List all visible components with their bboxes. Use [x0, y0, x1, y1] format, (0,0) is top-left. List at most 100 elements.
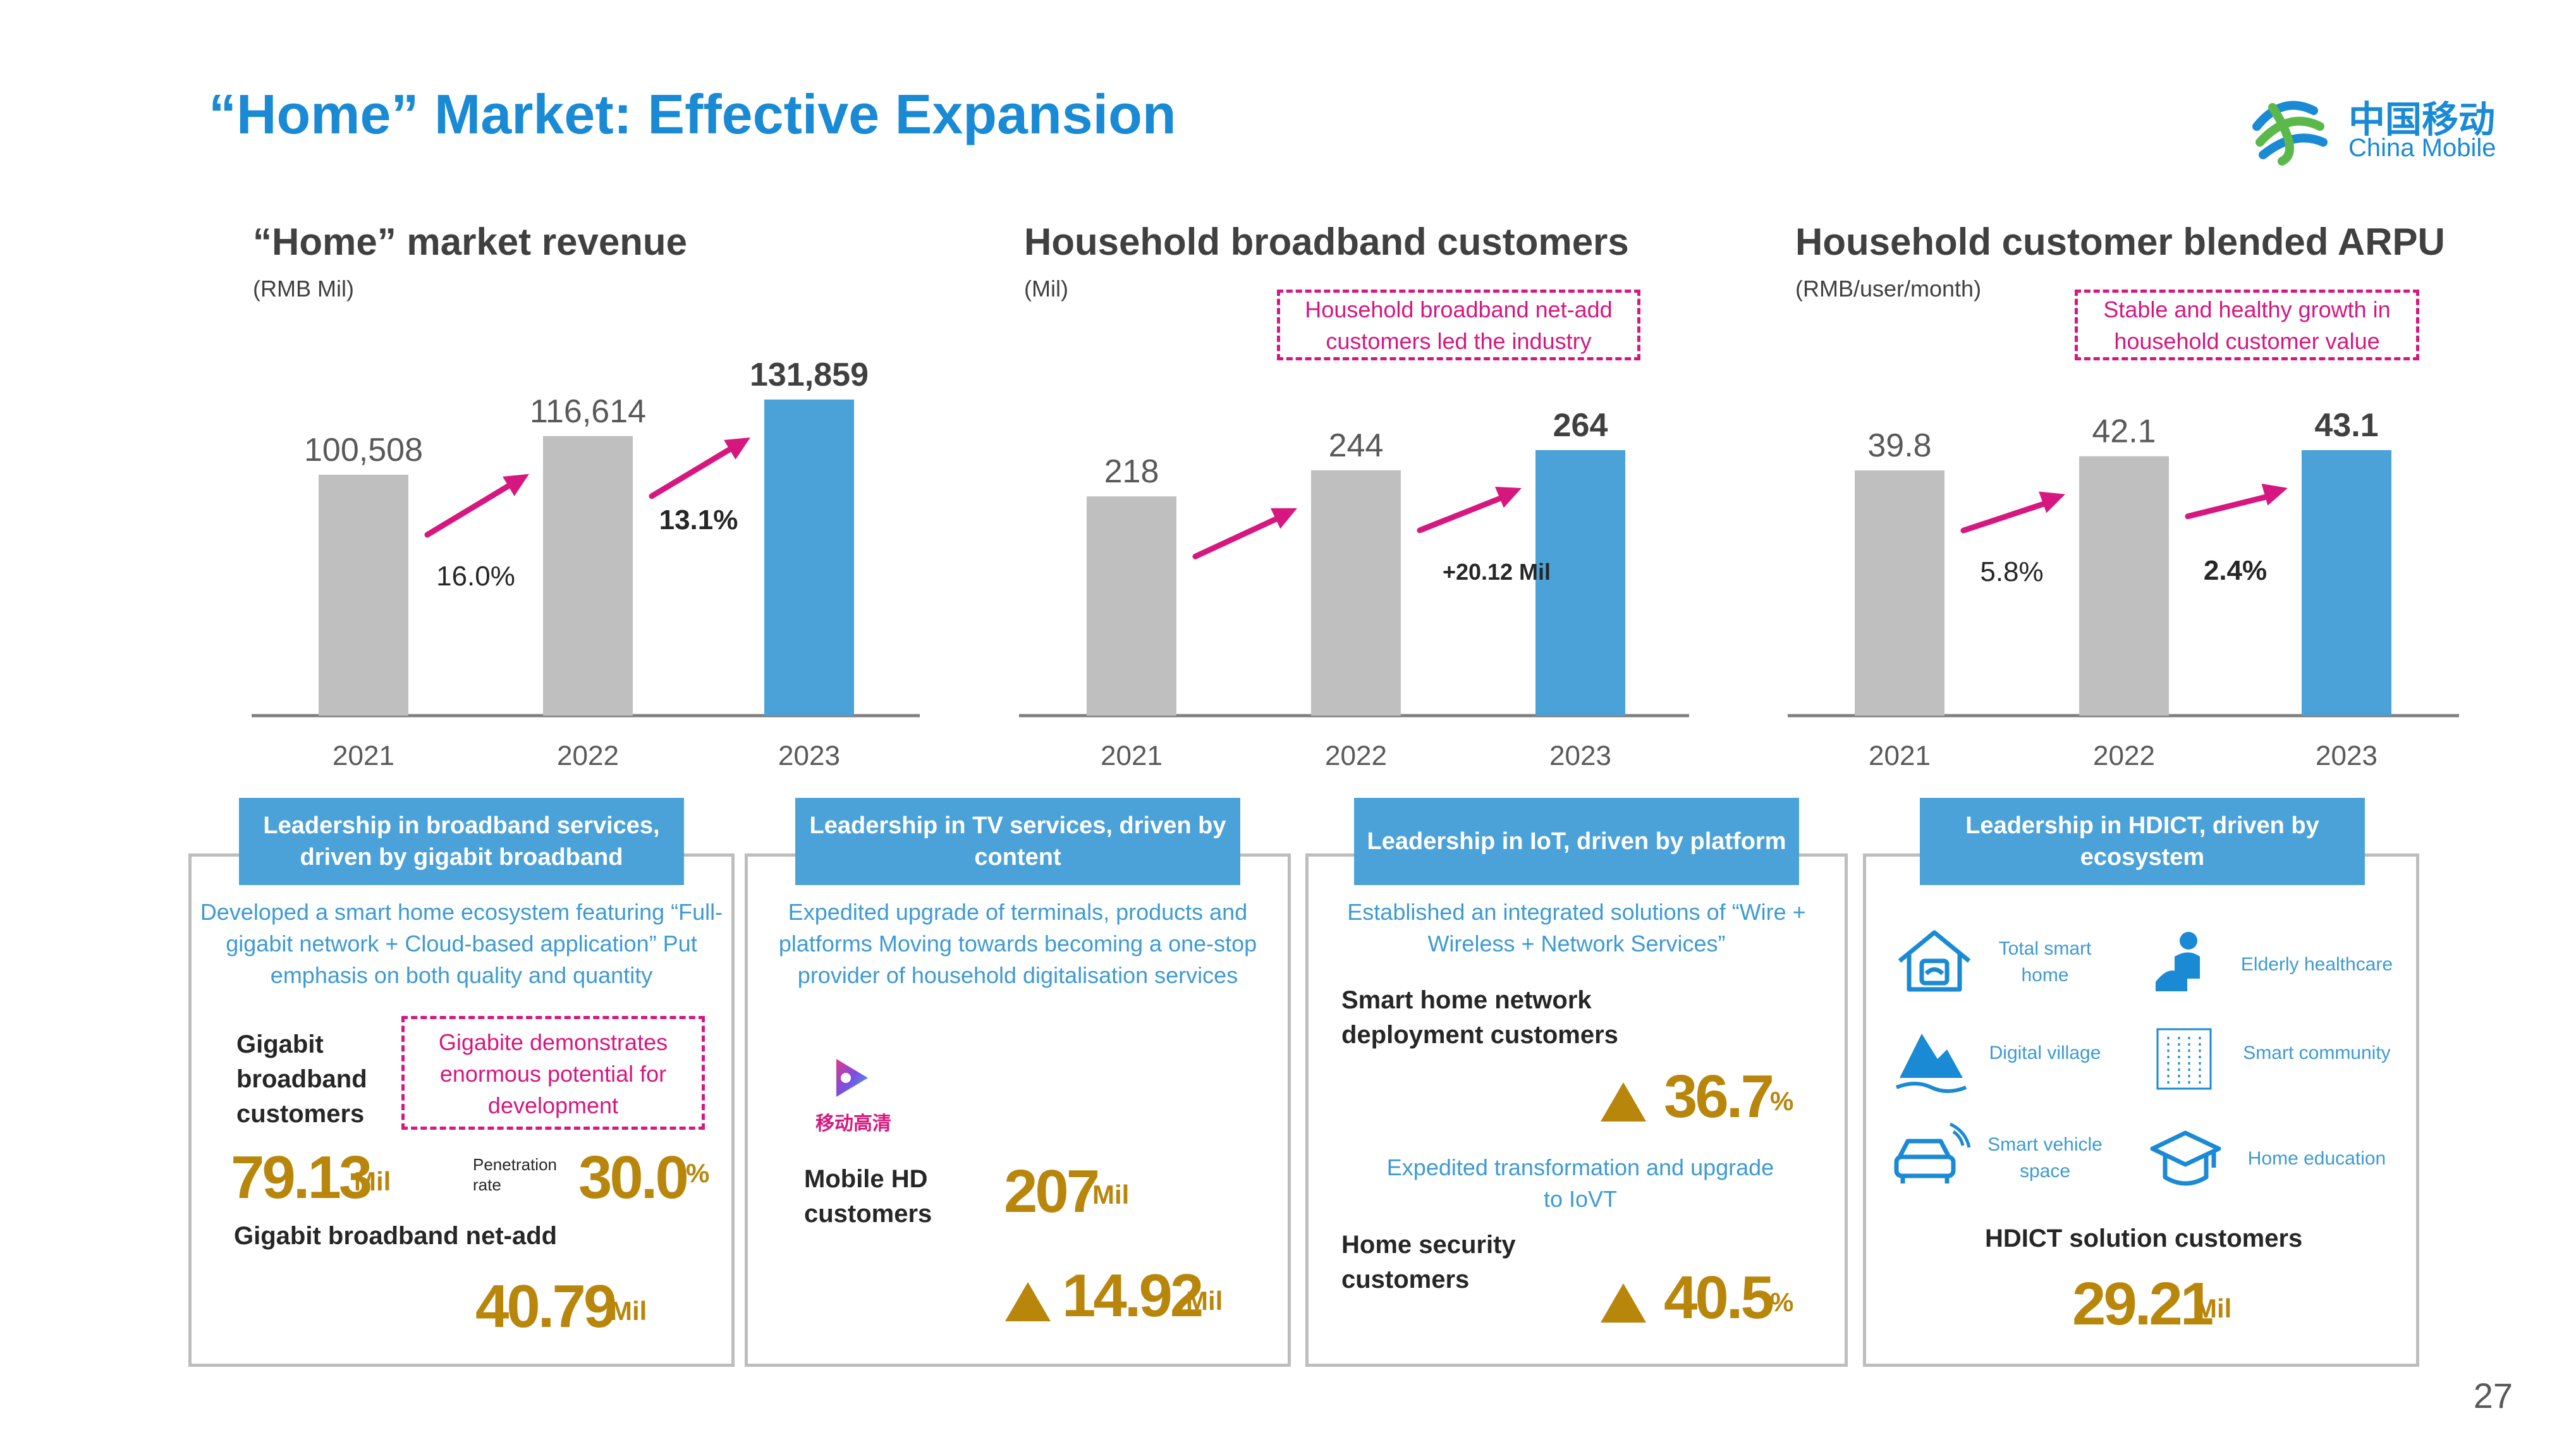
- gigabit-unit: Mil: [354, 1166, 391, 1196]
- building-icon: [2152, 1024, 2216, 1094]
- x-tick-label: 2021: [333, 740, 394, 771]
- growth-arrow: [2185, 491, 2280, 520]
- logo-en-text: China Mobile: [2348, 134, 2496, 162]
- mobile-hd-value: 207: [1004, 1158, 1100, 1225]
- mobile-hd-unit: Mil: [1092, 1180, 1130, 1209]
- chart-bar: [2079, 456, 2169, 716]
- chart-broadband-title: Household broadband customers: [1024, 221, 1629, 263]
- security-up-icon: [1601, 1283, 1646, 1323]
- graduation-cap-icon: [2149, 1127, 2222, 1190]
- hdict-item-label: Smart community: [2243, 1042, 2391, 1063]
- bar-value-label: 43.1: [2314, 407, 2378, 444]
- growth-arrow: [424, 477, 521, 538]
- page-title: “Home” Market: Effective Expansion: [209, 83, 1176, 145]
- tv-growth-unit: Mil: [1186, 1286, 1223, 1316]
- house-icon: [1893, 926, 1975, 996]
- growth-arrow-head: [503, 474, 529, 496]
- security-unit: %: [1770, 1287, 1794, 1317]
- gigabit-note: Gigabite demonstrates enormous potential…: [401, 1016, 705, 1130]
- panel-iot-header: Leadership in IoT, driven by platform: [1354, 798, 1799, 885]
- panel-broadband-header: Leadership in broadband services, driven…: [239, 798, 684, 885]
- network-up-icon: [1601, 1082, 1646, 1122]
- penetration-label: Penetration rate: [473, 1155, 557, 1194]
- panel-hdict-header: Leadership in HDICT, driven by ecosystem: [1920, 798, 2365, 885]
- page-number: 27: [2473, 1376, 2513, 1415]
- china-mobile-logo: 中国移动 China Mobile: [2244, 82, 2522, 171]
- growth-arrow-head: [724, 437, 750, 460]
- chart-bar: [2302, 450, 2391, 716]
- hdict-item-label: Smart vehicle space: [1987, 1134, 2103, 1182]
- netadd-label: Gigabit broadband net-add: [234, 1222, 558, 1250]
- growth-label: 13.1%: [659, 504, 738, 535]
- logo-cn-text: 中国移动: [2348, 99, 2496, 140]
- bar-value-label: 116,614: [530, 393, 646, 430]
- penetration-value: 30.0: [578, 1144, 689, 1211]
- chart-revenue-title: “Home” market revenue: [253, 221, 687, 263]
- arpu-note: Stable and healthy growth in household c…: [2075, 290, 2419, 360]
- chart-bar: [764, 400, 854, 716]
- gigabit-value: 79.13: [231, 1144, 372, 1211]
- hdict-customers-value: 29.21: [2072, 1270, 2214, 1338]
- network-value: 36.7: [1664, 1063, 1774, 1130]
- mobile-hd-label: Mobile HD customers: [804, 1165, 932, 1228]
- chart-bar: [319, 474, 408, 716]
- growth-arrow: [1417, 491, 1513, 534]
- bar-value-label: 264: [1553, 407, 1608, 444]
- bar-value-label: 244: [1329, 427, 1384, 464]
- tv-growth-value: 14.92: [1062, 1262, 1204, 1330]
- netadd-unit: Mil: [610, 1296, 647, 1326]
- growth-arrow-head: [1495, 486, 1522, 508]
- netadd-value: 40.79: [475, 1273, 617, 1340]
- network-unit: %: [1770, 1086, 1794, 1116]
- hdict-item-label: Elderly healthcare: [2240, 954, 2393, 975]
- chart-arpu-unit: (RMB/user/month): [1795, 276, 1982, 302]
- hdict-customers-label: HDICT solution customers: [1985, 1225, 2303, 1252]
- bar-value-label: 131,859: [750, 357, 869, 393]
- x-tick-label: 2023: [1549, 740, 1611, 771]
- growth-arrow-head: [1270, 508, 1297, 529]
- panel-tv-header: Leadership in TV services, driven by con…: [795, 798, 1240, 885]
- growth-arrow: [649, 441, 742, 499]
- mountain-icon: [1893, 1024, 1969, 1094]
- panel-broadband-desc: Developed a smart home ecosystem featuri…: [200, 899, 723, 988]
- x-tick-label: 2021: [1101, 740, 1163, 771]
- x-tick-label: 2023: [778, 740, 840, 771]
- tv-growth-up-icon: [1005, 1282, 1051, 1321]
- x-tick-label: 2021: [1869, 740, 1931, 771]
- growth-label: 2.4%: [2204, 555, 2267, 586]
- x-tick-label: 2022: [557, 740, 619, 771]
- growth-arrow-head: [2039, 491, 2065, 513]
- x-tick-label: 2023: [2316, 740, 2378, 771]
- growth-arrow-head: [2261, 484, 2288, 506]
- mobile-hd-logo-text: 移动高清: [815, 1113, 891, 1134]
- elderly-icon: [2149, 928, 2219, 998]
- chart-revenue-unit: (RMB Mil): [253, 276, 354, 302]
- chart-bar: [1535, 450, 1625, 716]
- network-label: Smart home network deployment customers: [1341, 986, 1618, 1049]
- logo-mark-icon: [2252, 101, 2328, 166]
- x-tick-label: 2022: [2093, 740, 2155, 771]
- growth-label: 5.8%: [1980, 556, 2043, 587]
- hdict-item-label: Digital village: [1989, 1042, 2101, 1063]
- chart-arpu-title: Household customer blended ARPU: [1795, 221, 2445, 263]
- bar-value-label: 100,508: [304, 432, 423, 468]
- panel-tv-desc: Expedited upgrade of terminals, products…: [778, 899, 1257, 988]
- growth-label: +20.12 Mil: [1443, 559, 1551, 585]
- hdict-item-label: Total smart home: [1998, 938, 2092, 986]
- growth-arrow: [1192, 511, 1289, 559]
- bar-value-label: 39.8: [1867, 427, 1931, 464]
- penetration-unit: %: [686, 1158, 710, 1188]
- security-value: 40.5: [1664, 1264, 1774, 1331]
- bar-value-label: 218: [1104, 453, 1159, 490]
- bar-value-label: 42.1: [2092, 413, 2156, 450]
- chart-broadband-unit: (Mil): [1024, 276, 1068, 302]
- panel-iot-desc1: Established an integrated solutions of “…: [1347, 899, 1806, 957]
- growth-arrow: [1960, 498, 2057, 534]
- charts-canvas: 100,508 2021 116,614 2022 131,859 2023 16.0% 13…: [252, 357, 2459, 771]
- growth-label: 16.0%: [436, 561, 515, 592]
- chart-bar: [1855, 470, 1944, 716]
- security-label: Home security customers: [1341, 1231, 1516, 1293]
- x-tick-label: 2022: [1325, 740, 1387, 771]
- chart-bar: [1087, 496, 1176, 716]
- gigabit-label: Gigabit broadband customers: [236, 1030, 367, 1128]
